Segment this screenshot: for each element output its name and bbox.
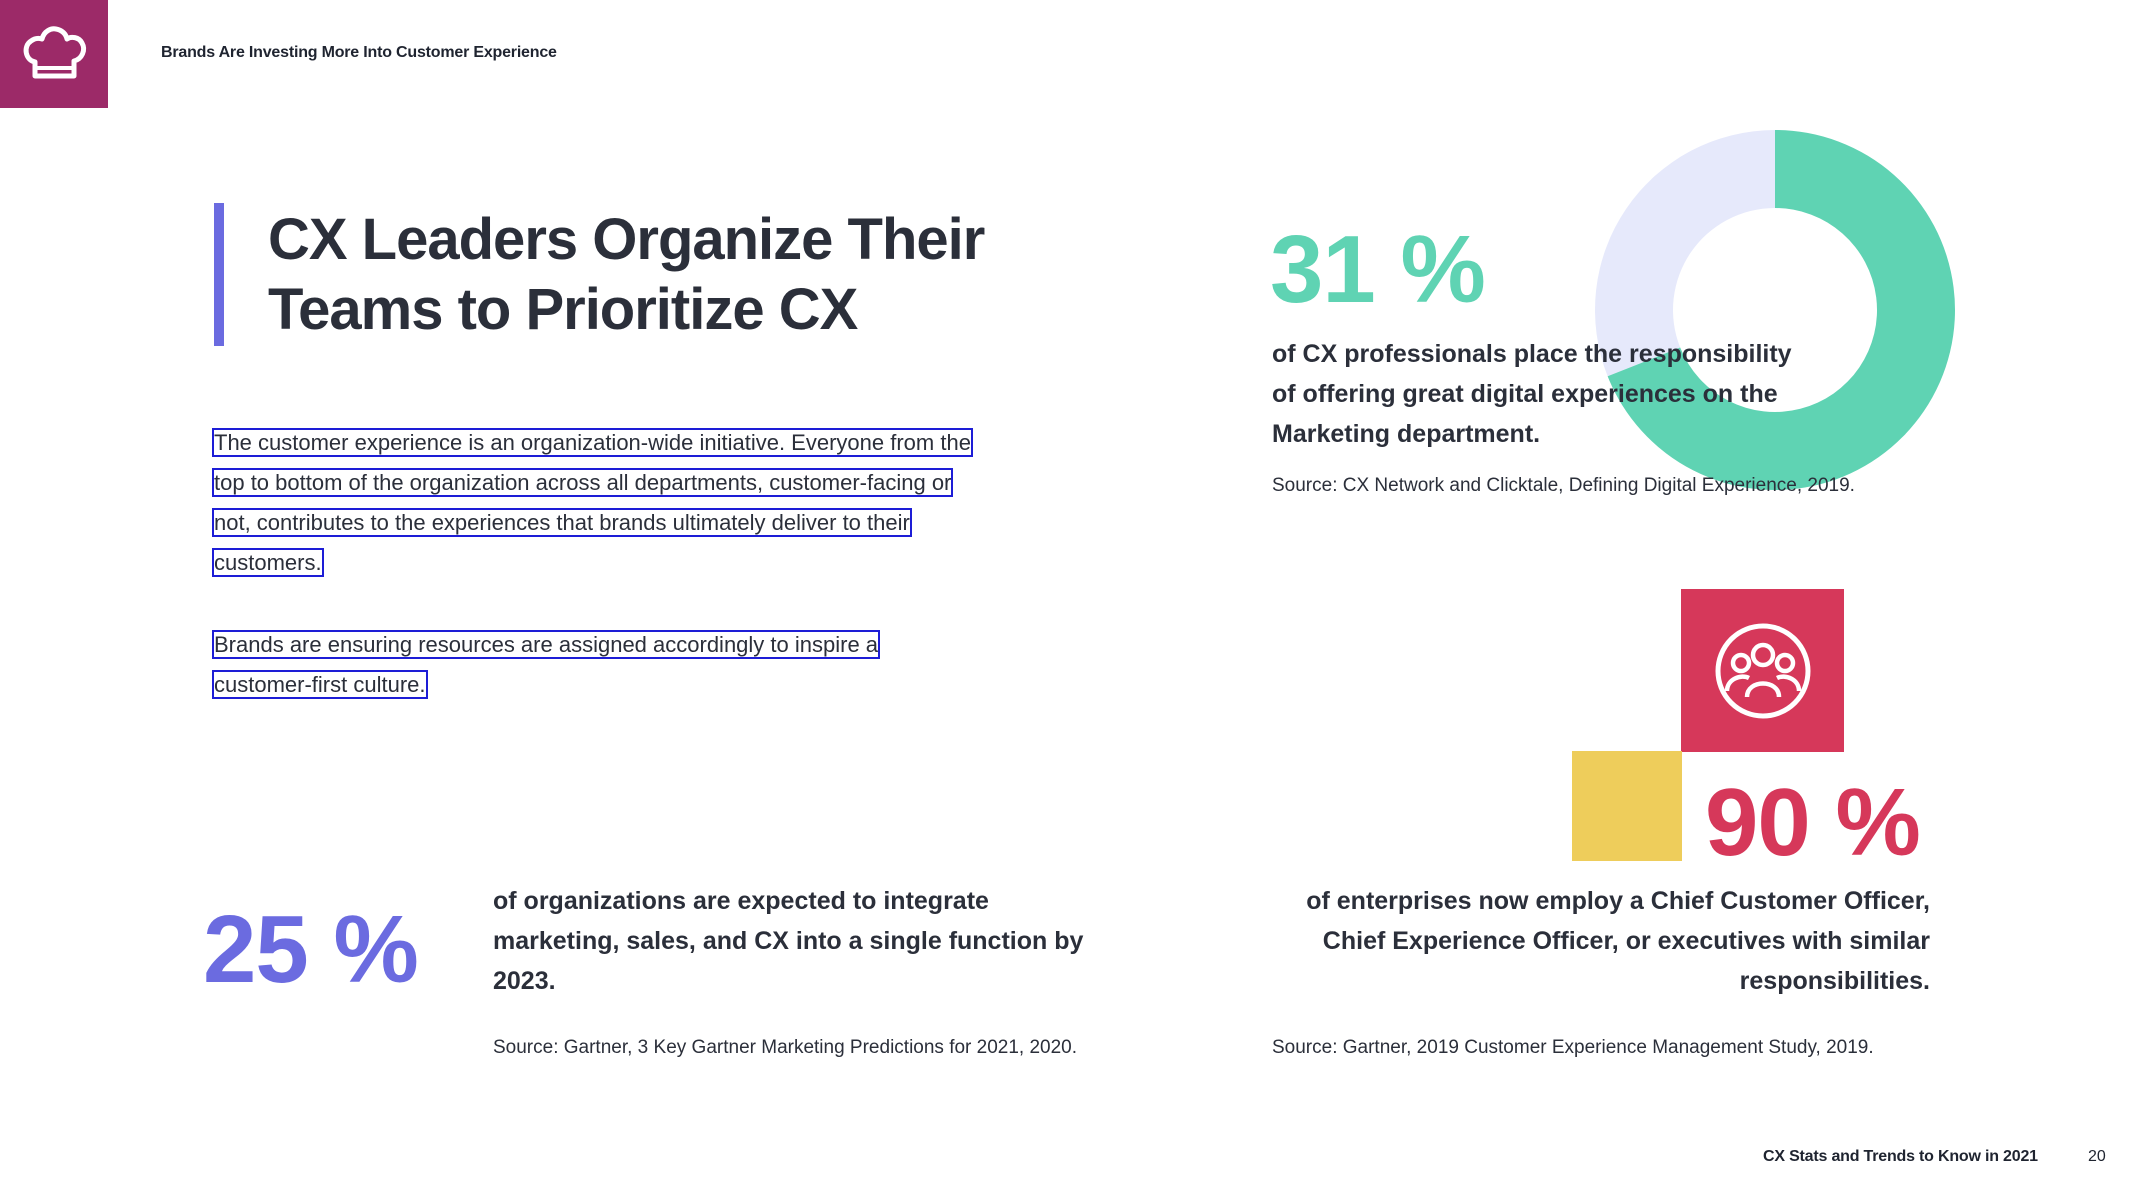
stat-officers-source: Source: Gartner, 2019 Customer Experienc…: [1272, 1037, 1874, 1058]
intro-line: top to bottom of the organization across…: [211, 468, 954, 497]
description-line: of enterprises now employ a Chief Custom…: [1306, 887, 1930, 915]
intro-line: customers.: [212, 548, 324, 577]
stat-integration-source: Source: Gartner, 3 Key Gartner Marketing…: [493, 1037, 1078, 1058]
description-line: of organizations are expected to integra…: [493, 887, 989, 915]
stat-marketing-description: of CX professionals place the responsibi…: [1272, 334, 1832, 454]
page-number: 20: [2088, 1148, 2106, 1165]
intro-paragraph: The customer experience is an organizati…: [211, 423, 1044, 583]
group-people-icon: [1715, 623, 1810, 718]
stat-integration-value: 25 %: [203, 896, 419, 1003]
stat-marketing-source: Source: CX Network and Clicktale, Defini…: [1272, 475, 1855, 496]
page-title: CX Leaders Organize Their Teams to Prior…: [268, 205, 1088, 345]
donut-segment-rest: [1595, 130, 1775, 377]
marketing-donut-chart: [1595, 130, 1955, 490]
donut-segment-marketing: [1607, 130, 1955, 490]
stat-officers-value: 90 %: [1705, 769, 1921, 876]
stat-marketing-value: 31 %: [1270, 216, 1486, 323]
decorative-yellow-block: [1572, 751, 1682, 861]
chef-hat-icon: [23, 26, 87, 79]
brand-logo: [0, 0, 108, 108]
people-icon-tile: [1681, 589, 1844, 752]
stat-integration-description: of organizations are expected to integra…: [493, 881, 1113, 1001]
intro-line: The customer experience is an organizati…: [212, 428, 973, 457]
culture-line: Brands are ensuring resources are assign…: [211, 630, 881, 659]
description-line: of offering great digital experiences on…: [1272, 380, 1778, 408]
stat-officers-description: of enterprises now employ a Chief Custom…: [1270, 881, 1930, 1001]
footer-title: CX Stats and Trends to Know in 2021: [1763, 1148, 2038, 1165]
page-title-line1: CX Leaders Organize Their: [268, 207, 985, 272]
description-line: Marketing department.: [1272, 420, 1541, 448]
description-line: marketing, sales, and CX into a single f…: [493, 927, 1084, 955]
description-line: responsibilities.: [1739, 967, 1930, 995]
title-accent-bar: [214, 203, 224, 346]
culture-line: customer-first culture.: [212, 670, 428, 699]
description-line: of CX professionals place the responsibi…: [1272, 340, 1792, 368]
header-title: Brands Are Investing More Into Customer …: [161, 44, 557, 61]
intro-line: not, contributes to the experiences that…: [212, 508, 912, 537]
description-line: 2023.: [493, 967, 556, 995]
page-title-line2: Teams to Prioritize CX: [268, 277, 858, 342]
culture-paragraph: Brands are ensuring resources are assign…: [211, 625, 1044, 705]
description-line: Chief Experience Officer, or executives …: [1322, 927, 1930, 955]
